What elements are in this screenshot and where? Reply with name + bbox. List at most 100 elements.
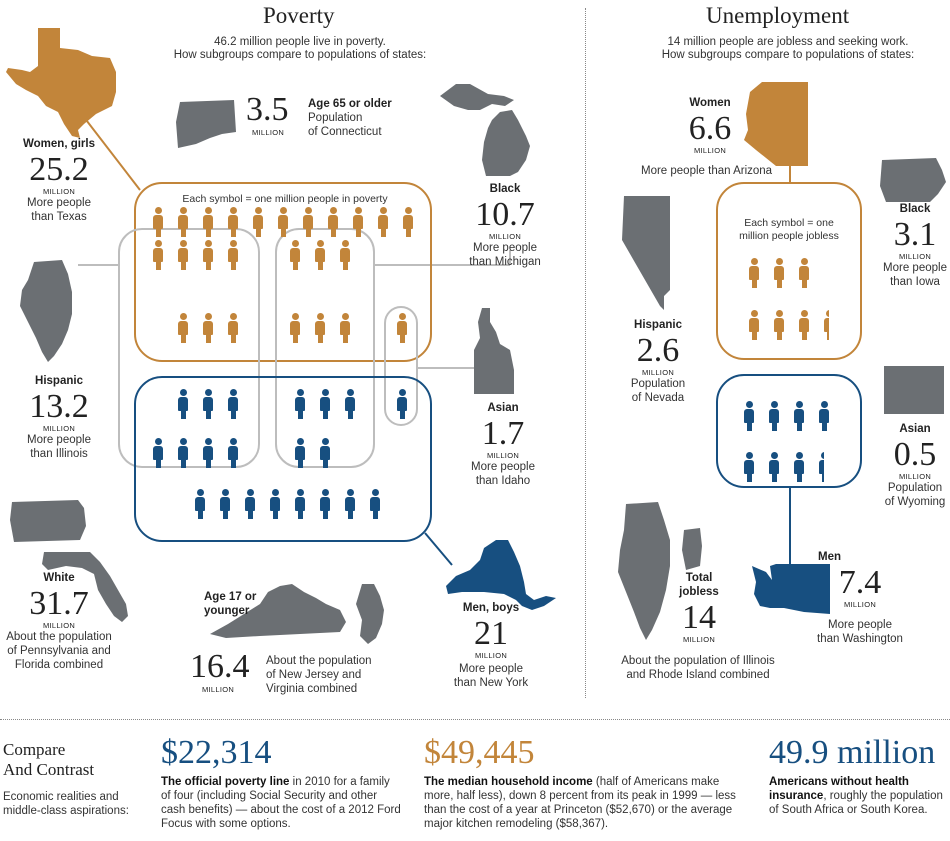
poverty-black-annotation: Black 10.7 MILLION More people than Mich… (450, 182, 560, 269)
section-divider (585, 8, 586, 698)
compare-item-0-text: The official poverty line in 2010 for a … (161, 775, 401, 831)
poverty-women-figure (303, 207, 313, 237)
unemployment-subtitle: 14 million people are jobless and seekin… (638, 36, 938, 62)
poverty-women-figure (178, 207, 188, 237)
poverty-men-annotation: Men, boys 21 MILLION More people than Ne… (436, 601, 546, 690)
compare-item-poverty-line: $22,314 The official poverty line in 201… (161, 735, 401, 831)
unemp-black-value: 3.1 (893, 216, 937, 253)
nevada-shape-icon (622, 196, 670, 310)
poverty-elderly-desc2: of Connecticut (308, 126, 382, 138)
poverty-white-desc3: Florida combined (14, 659, 104, 671)
poverty-subtitle-line1: 46.2 million people live in poverty. (214, 36, 386, 48)
poverty-men-figure (345, 389, 355, 419)
unemp-women-figure (749, 310, 759, 340)
texas-shape-icon (6, 28, 116, 138)
poverty-white-value: 31.7 (29, 585, 89, 622)
poverty-elderly-value: 3.5 (246, 91, 289, 128)
unemp-men-desc2: than Washington (817, 633, 903, 645)
unemp-hispanic-value: 2.6 (636, 332, 680, 369)
poverty-men-figure (295, 489, 305, 519)
unemp-women-desc: More people than Arizona (641, 165, 773, 177)
poverty-women-figure (228, 240, 238, 270)
poverty-women-figure (353, 207, 363, 237)
unemp-asian-desc1: Population (887, 482, 943, 494)
poverty-hispanic-label: Hispanic (35, 375, 83, 387)
poverty-white-desc2: of Pennsylvania and (7, 645, 111, 657)
poverty-men-figure (320, 438, 330, 468)
unemp-hispanic-annotation: Hispanic 2.6 MILLION Population of Nevad… (603, 318, 713, 405)
unemp-men-figure (744, 401, 754, 431)
unemp-symbol-caption-line1: Each symbol = one (744, 217, 834, 229)
compare-title-line1: Compare (3, 740, 66, 759)
unemp-men-figure (769, 452, 779, 482)
poverty-men-million: MILLION (474, 651, 508, 660)
women-connector-line (79, 111, 141, 191)
poverty-white-label: White (43, 572, 75, 584)
compare-item-1-body: (half of Americans make more, half less)… (424, 776, 736, 830)
poverty-women-figure (153, 207, 163, 237)
poverty-women-figure (178, 313, 188, 343)
unemp-symbol-caption-line2: million people jobless (739, 230, 839, 242)
poverty-young-label-block: Age 17 or younger (204, 590, 284, 618)
unemp-total-desc: About the population of Illinois and Rho… (608, 654, 788, 682)
compare-item-uninsured: 49.9 million Americans without health in… (769, 735, 949, 817)
compare-item-0-bold: The official poverty line (161, 776, 290, 788)
unemp-women-figure (749, 258, 759, 288)
poverty-women-figure (203, 240, 213, 270)
poverty-subtitle-line2: How subgroups compare to populations of … (173, 49, 427, 61)
unemp-women-figure-partial (824, 310, 829, 340)
compare-item-2-bold: Americans without health insurance (769, 776, 909, 802)
poverty-men-figure (295, 438, 305, 468)
poverty-men-value: 21 (474, 615, 508, 652)
poverty-women-figure (203, 207, 213, 237)
unemp-total-value: 14 (682, 599, 716, 636)
unemp-total-million: MILLION (682, 635, 716, 644)
poverty-men-figure (220, 489, 230, 519)
poverty-hispanic-annotation: Hispanic 13.2 MILLION More people than I… (4, 374, 114, 461)
rhode-island-shape-icon (682, 528, 702, 570)
poverty-asian-value: 1.7 (481, 415, 525, 452)
poverty-white-annotation: White 31.7 MILLION About the population … (0, 571, 118, 672)
poverty-men-figure (153, 438, 163, 468)
unemp-men-value: 7.4 (838, 564, 882, 601)
compare-item-0-body: in 2010 for a family of four (including … (161, 776, 401, 830)
unemp-women-annotation: Women 6.6 MILLION (655, 96, 765, 155)
poverty-women-figure (228, 207, 238, 237)
unemp-total-desc1: About the population of Illinois (621, 655, 775, 667)
unemp-asian-annotation: Asian 0.5 MILLION Population of Wyoming (860, 422, 950, 509)
poverty-symbol-caption: Each symbol = one million people in pove… (182, 193, 388, 205)
poverty-asian-desc1: More people (471, 461, 535, 473)
poverty-young-desc1: About the population (266, 655, 372, 667)
poverty-women-figure (315, 240, 325, 270)
poverty-young-million: MILLION (202, 685, 235, 694)
poverty-black-value: 10.7 (475, 196, 535, 233)
unemp-hispanic-million: MILLION (641, 368, 675, 377)
compare-item-1-text: The median household income (half of Ame… (424, 775, 744, 831)
poverty-asian-box (384, 306, 418, 426)
poverty-men-box (134, 376, 432, 542)
arizona-shape-icon (744, 82, 808, 166)
poverty-hispanic-million: MILLION (42, 424, 76, 433)
unemp-men-figure (769, 401, 779, 431)
compare-heading: Compare And Contrast Economic realities … (3, 740, 153, 818)
unemp-hispanic-desc1: Population (630, 378, 686, 390)
men-connector-line (424, 532, 453, 566)
poverty-young-label1: Age 17 or (204, 591, 257, 603)
poverty-elderly-label: Age 65 or older (308, 98, 392, 110)
compare-item-2-value: 49.9 million (769, 734, 936, 771)
compare-item-2-body: , roughly the population of South Africa… (769, 790, 943, 816)
poverty-women-annotation: Women, girls 25.2 MILLION More people th… (4, 137, 114, 224)
poverty-women-million: MILLION (42, 187, 76, 196)
poverty-women-desc1: More people (27, 197, 91, 209)
unemployment-subtitle-line2: How subgroups compare to populations of … (661, 49, 915, 61)
pennsylvania-shape-icon (10, 500, 86, 542)
unemp-total-label2: jobless (679, 586, 719, 598)
unemp-asian-value: 0.5 (893, 436, 937, 473)
poverty-black-million: MILLION (488, 232, 522, 241)
poverty-map-shapes (6, 28, 556, 644)
unemp-total-label1: Total (685, 572, 713, 584)
poverty-men-figure (345, 489, 355, 519)
unemp-black-annotation: Black 3.1 MILLION More people than Iowa (860, 202, 950, 289)
connecticut-shape-icon (176, 100, 236, 148)
poverty-black-desc2: than Michigan (469, 256, 541, 268)
